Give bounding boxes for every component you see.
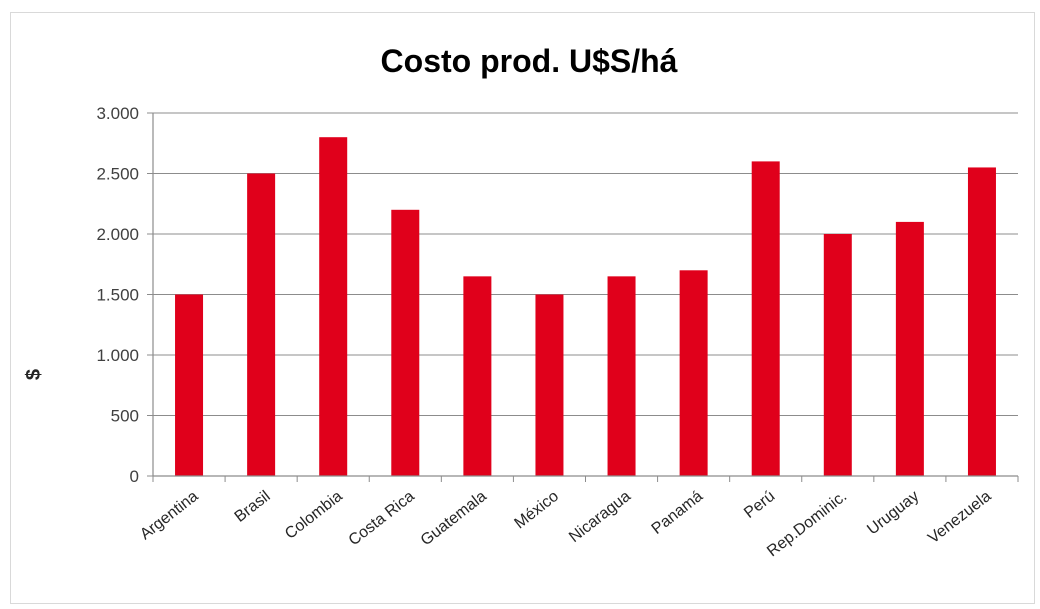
y-axis-label: $: [23, 369, 45, 380]
x-tick-label: Brasil: [232, 488, 274, 526]
x-tick-label: Rep.Dominic.: [764, 488, 850, 561]
y-tick-label: 3.000: [96, 104, 139, 123]
bar-panam-: [679, 270, 708, 476]
x-tick-label: Costa Rica: [346, 488, 418, 550]
bar-guatemala: [463, 276, 492, 476]
y-tick-label: 2.500: [96, 165, 139, 184]
x-tick-label: Nicaragua: [566, 488, 634, 546]
y-tick-label: 1.500: [96, 286, 139, 305]
x-tick-label: Panamá: [649, 488, 707, 538]
x-tick-label: Venezuela: [925, 488, 994, 547]
bar-per-: [751, 161, 780, 476]
bar-colombia: [319, 137, 348, 476]
x-tick-label: México: [512, 488, 562, 533]
bar-costa-rica: [391, 209, 420, 477]
y-tick-label: 0: [130, 467, 139, 486]
x-tick-label: Uruguay: [864, 488, 922, 539]
bar-argentina: [175, 294, 204, 476]
axes: [147, 112, 1019, 482]
bar-rep-dominic-: [823, 234, 852, 476]
bar-m-xico: [535, 294, 564, 476]
bar-venezuela: [967, 167, 996, 476]
y-tick-label: 500: [111, 407, 139, 426]
bars: [175, 137, 996, 477]
bar-uruguay: [895, 221, 924, 476]
bar-brasil: [247, 173, 276, 476]
y-tick-labels: 0 500 1.000 1.500 2.000 2.500 3.000: [96, 104, 139, 486]
y-tick-label: 1.000: [96, 346, 139, 365]
x-tick-label: Guatemala: [418, 488, 490, 550]
x-tick-labels: Argentina Brasil Colombia Costa Rica Guatema…: [137, 488, 994, 561]
chart-title: Costo prod. U$S/há: [381, 43, 678, 79]
gridlines: [153, 112, 1018, 416]
x-tick-label: Perú: [741, 488, 778, 522]
x-tick-label: Argentina: [137, 488, 202, 544]
x-tick-label: Colombia: [282, 488, 346, 543]
bar-nicaragua: [607, 276, 636, 476]
y-tick-label: 2.000: [96, 225, 139, 244]
